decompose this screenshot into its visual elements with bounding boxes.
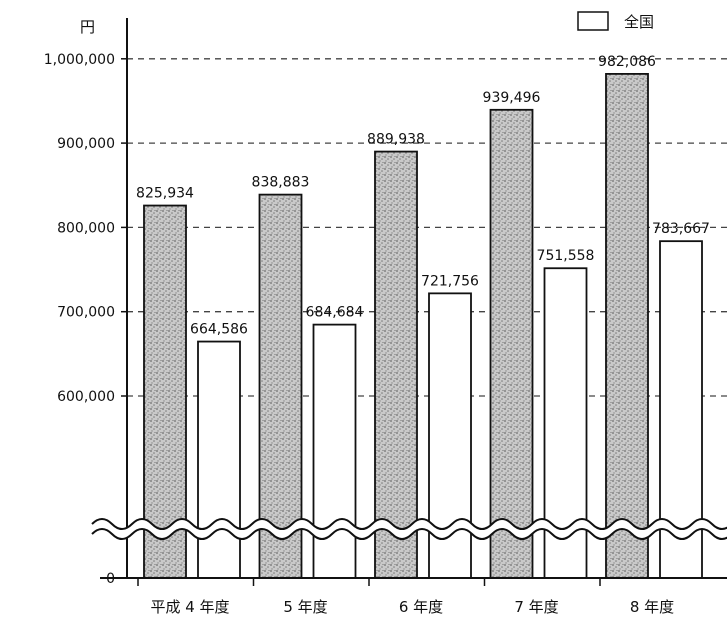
- bar-value-label: 939,496: [483, 90, 541, 106]
- x-category-label: 平成 4 年度: [150, 598, 229, 616]
- bar-stippled: [258, 193, 303, 579]
- legend-label-national: 全国: [624, 13, 654, 31]
- bar-value-label: 664,586: [190, 322, 248, 338]
- bar-value-label: 838,883: [252, 175, 310, 191]
- y-tick-label: 800,000: [57, 220, 115, 236]
- x-category-label: 7 年度: [514, 598, 558, 616]
- y-unit-label: 円: [80, 18, 95, 36]
- bar-national: [197, 340, 241, 579]
- x-category-label: 5 年度: [283, 598, 327, 616]
- bar-value-label: 889,938: [367, 132, 425, 148]
- x-axis-categories: 平成 4 年度 5 年度 6 年度 7 年度 8 年度: [137, 578, 674, 616]
- bar-value-label: 825,934: [136, 186, 194, 202]
- x-category-label: 6 年度: [399, 598, 443, 616]
- bar-national: [312, 323, 357, 579]
- bar-stippled: [605, 73, 649, 579]
- y-tick-label: 900,000: [57, 136, 115, 152]
- legend: 全国: [577, 11, 654, 31]
- bar-stippled: [143, 204, 187, 579]
- bar-labels: 825,934 664,586 838,883 684,684 889,938 721,7…: [136, 54, 710, 338]
- bar-value-label: 684,684: [306, 305, 364, 321]
- axis-break: [91, 518, 727, 540]
- bar-stippled: [374, 150, 418, 579]
- legend-swatch-white: [577, 11, 609, 31]
- bar-value-label: 783,667: [652, 221, 710, 237]
- x-category-label: 8 年度: [630, 598, 674, 616]
- y-tick-label: 700,000: [57, 305, 115, 321]
- bars: [143, 73, 703, 579]
- bar-value-label: 982,086: [598, 54, 656, 70]
- y-tick-label: 600,000: [57, 389, 115, 405]
- bar-value-label: 721,756: [421, 273, 479, 289]
- y-tick-label: 1,000,000: [44, 52, 115, 68]
- bar-value-label: 751,558: [537, 248, 595, 264]
- bar-stippled: [489, 108, 534, 579]
